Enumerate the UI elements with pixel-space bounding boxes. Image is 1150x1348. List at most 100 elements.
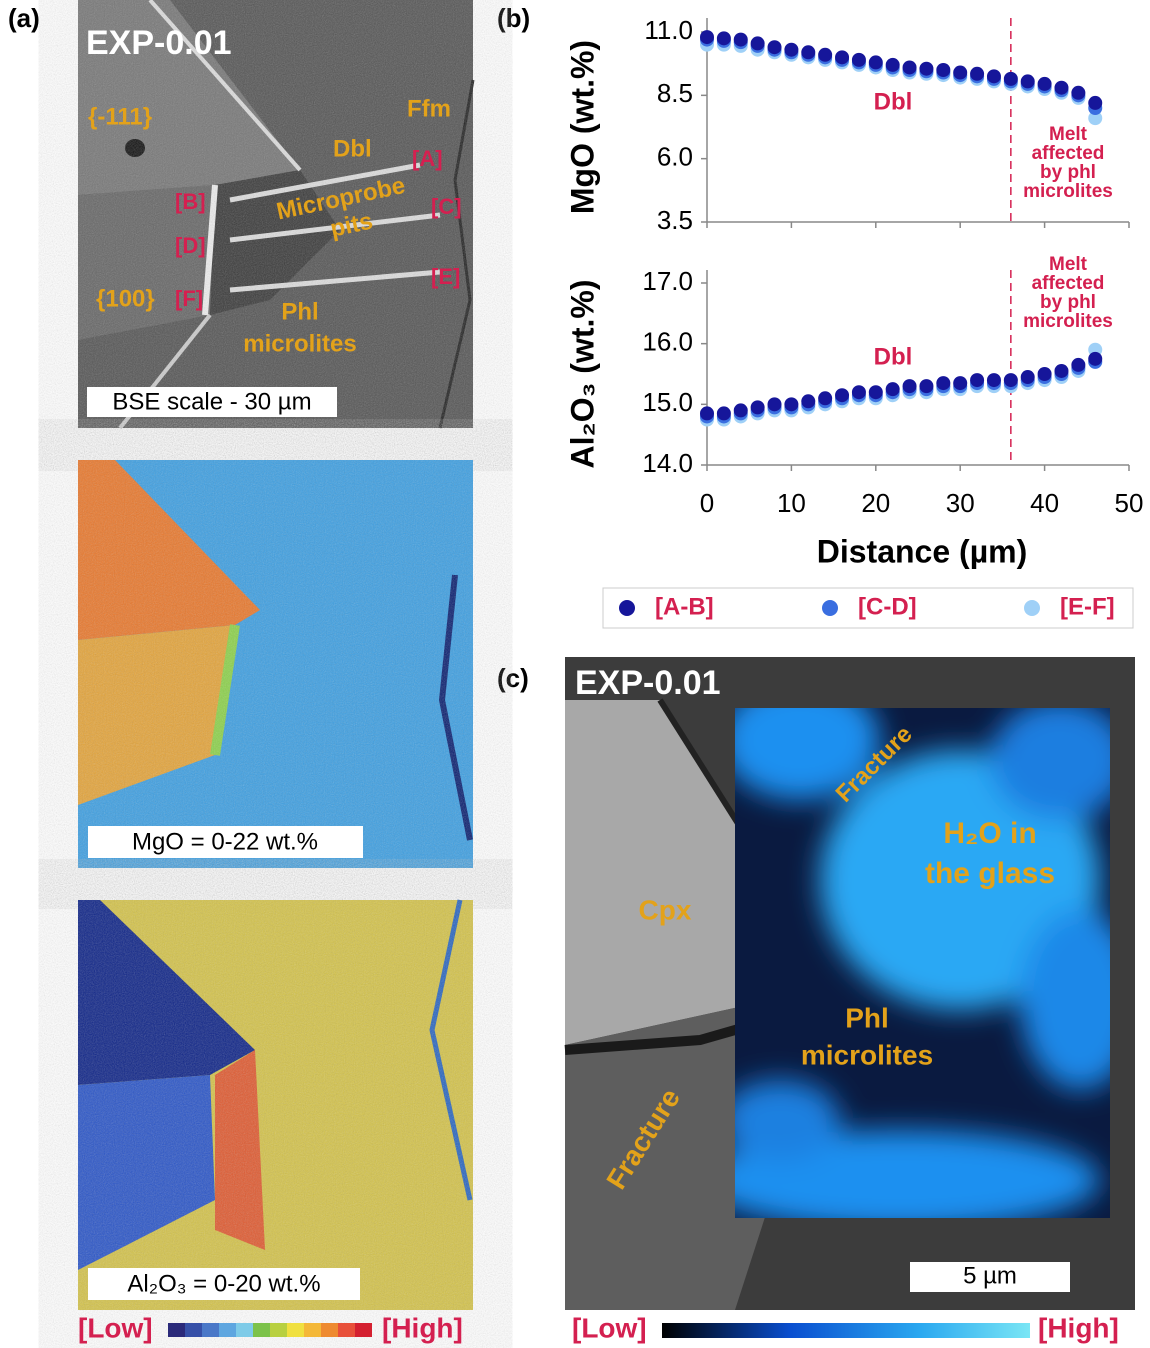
cpx-label: Cpx <box>639 894 692 925</box>
colorbar-high: [High] <box>382 1312 463 1343</box>
point <box>750 36 765 51</box>
point <box>986 69 1001 84</box>
face-label: {-111} <box>88 103 152 130</box>
panel-label: (a) <box>8 3 40 33</box>
point <box>784 42 799 57</box>
region-label: microlites <box>1023 311 1113 332</box>
phl-label: microlites <box>801 1039 933 1070</box>
y-tick-label: 14.0 <box>642 448 693 478</box>
point <box>936 63 951 77</box>
panel-label: (c) <box>497 663 529 693</box>
point <box>902 60 917 75</box>
y-tick-label: 8.5 <box>657 78 693 108</box>
panel-label: (b) <box>497 3 530 33</box>
colorbar-low: [Low] <box>572 1312 647 1343</box>
h2o-label: the glass <box>925 857 1055 890</box>
point <box>835 388 850 403</box>
point <box>1003 373 1018 388</box>
label-box <box>88 826 363 858</box>
legend-marker <box>822 600 838 616</box>
point <box>936 376 951 391</box>
point <box>868 385 883 400</box>
point-label: [E] <box>431 264 460 289</box>
phl-label: Phl <box>281 298 318 325</box>
legend-label: [A-B] <box>655 593 714 620</box>
point <box>733 403 748 418</box>
point <box>919 61 934 76</box>
point <box>902 379 917 394</box>
point <box>835 50 850 65</box>
point <box>1054 363 1069 378</box>
point <box>1037 76 1052 91</box>
point <box>851 385 866 400</box>
y-tick-label: 15.0 <box>642 387 693 417</box>
point <box>733 32 748 47</box>
point-label: [F] <box>175 286 203 311</box>
region-label: Melt <box>1049 254 1088 275</box>
point <box>970 66 985 81</box>
ftir-image <box>564 657 1135 1310</box>
phase-label: Ffm <box>407 95 451 122</box>
legend-marker <box>1024 600 1040 616</box>
point <box>750 400 765 415</box>
point <box>1088 95 1103 110</box>
point <box>885 382 900 397</box>
x-tick-label: 10 <box>777 488 806 518</box>
legend-label: [C-D] <box>858 593 917 620</box>
scale-box <box>87 387 337 417</box>
point-label: [D] <box>175 233 206 258</box>
annotation: Dbl <box>874 88 913 115</box>
x-tick-label: 0 <box>700 488 714 518</box>
scale-box <box>910 1262 1070 1292</box>
image-title: EXP-0.01 <box>86 24 232 62</box>
x-tick-label: 30 <box>946 488 975 518</box>
colorbar-high: [High] <box>1038 1312 1119 1343</box>
y-tick-label: 17.0 <box>642 266 693 296</box>
bse-image <box>78 0 475 430</box>
point <box>700 30 714 45</box>
map-label: MgO = 0-22 wt.% <box>132 828 318 855</box>
x-tick-label: 40 <box>1030 488 1059 518</box>
point <box>885 57 900 72</box>
region-label: by phl <box>1040 292 1096 313</box>
point <box>1054 80 1069 95</box>
al2o3-map <box>78 899 473 1310</box>
point <box>970 373 985 388</box>
point-label: [B] <box>175 189 206 214</box>
colorbar <box>662 1323 1030 1338</box>
point <box>1037 367 1052 381</box>
legend-label: [E-F] <box>1060 593 1115 620</box>
point <box>767 40 782 55</box>
region-label: affected <box>1032 273 1105 294</box>
point <box>1003 71 1018 86</box>
point <box>1088 351 1103 366</box>
point-label: [C] <box>431 194 462 219</box>
region-label: Melt <box>1049 124 1088 145</box>
region-label: by phl <box>1040 162 1096 183</box>
phl-label: microlites <box>243 330 356 357</box>
point <box>818 391 833 406</box>
point <box>801 394 816 409</box>
region-label: affected <box>1032 143 1105 164</box>
point <box>1071 357 1086 372</box>
image-title: EXP-0.01 <box>575 664 721 702</box>
colorbar <box>168 1323 372 1337</box>
point <box>919 379 934 394</box>
scale-label: 5 µm <box>963 1262 1017 1289</box>
point <box>801 45 816 60</box>
y-tick-label: 16.0 <box>642 327 693 357</box>
map-label: Al₂O₃ = 0-20 wt.% <box>127 1270 320 1297</box>
phl-label: Phl <box>845 1002 889 1033</box>
x-axis-label: Distance (µm) <box>817 533 1027 569</box>
annotation: Dbl <box>874 343 913 370</box>
point <box>784 397 799 412</box>
mgo-map <box>78 460 473 868</box>
phase-label: Dbl <box>333 135 372 162</box>
region-label: microlites <box>1023 181 1113 202</box>
y-tick-label: 6.0 <box>657 142 693 172</box>
scale-label: BSE scale - 30 µm <box>112 388 311 415</box>
x-tick-label: 20 <box>861 488 890 518</box>
face-label: {100} <box>96 285 155 312</box>
y-tick-label: 11.0 <box>644 15 693 45</box>
y-axis-label: Al₂O₃ (wt.%) <box>564 280 600 469</box>
